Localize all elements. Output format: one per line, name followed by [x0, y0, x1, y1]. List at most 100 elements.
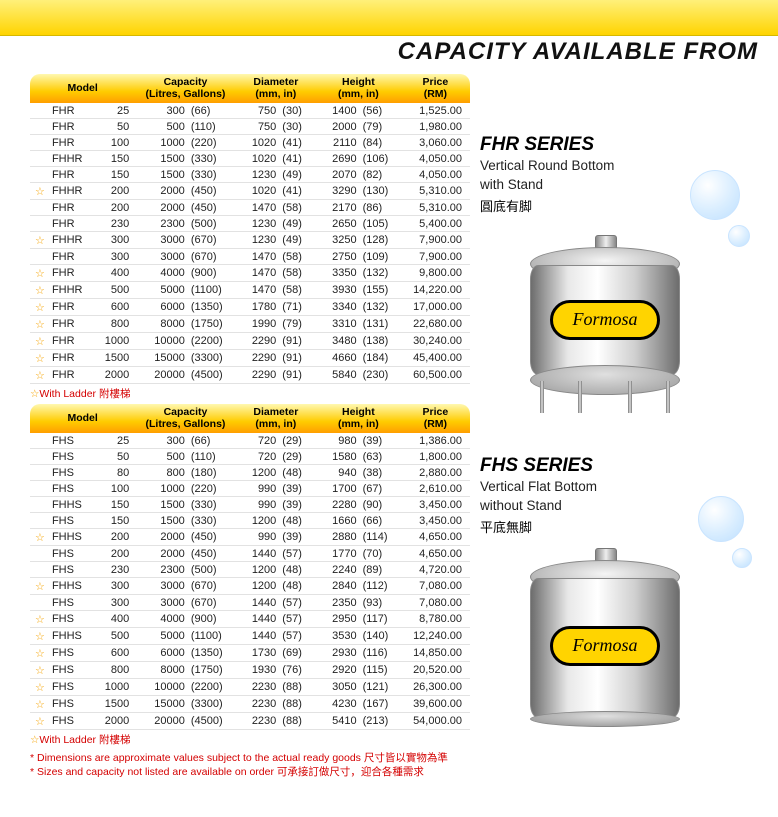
capacity-gallons: (670) — [189, 232, 236, 249]
diameter-in: (58) — [280, 265, 316, 282]
diameter-in: (49) — [280, 167, 316, 183]
height-in: (38) — [361, 465, 401, 481]
height-in: (70) — [361, 546, 401, 562]
header-capacity: Capacity(Litres, Gallons) — [135, 74, 235, 103]
model-prefix: FHR — [50, 119, 97, 135]
diameter-in: (39) — [280, 497, 316, 513]
fhr-series-block: FHR SERIES Vertical Round Bottom with St… — [480, 134, 750, 415]
capacity-litres: 20000 — [135, 713, 189, 730]
table-row: ☆FHS6006000(1350)1730(69)2930(116)14,850… — [30, 645, 470, 662]
capacity-gallons: (1350) — [189, 645, 236, 662]
height-in: (167) — [361, 696, 401, 713]
capacity-gallons: (2200) — [189, 333, 236, 350]
capacity-litres: 15000 — [135, 350, 189, 367]
header-price: Price(RM) — [401, 404, 470, 433]
table-row: ☆FHS8008000(1750)1930(76)2920(115)20,520… — [30, 662, 470, 679]
capacity-litres: 6000 — [135, 299, 189, 316]
star-icon: ☆ — [30, 611, 50, 628]
height-in: (105) — [361, 216, 401, 232]
height-in: (128) — [361, 232, 401, 249]
capacity-litres: 2300 — [135, 216, 189, 232]
diameter-in: (69) — [280, 645, 316, 662]
price-rm: 45,400.00 — [401, 350, 470, 367]
price-rm: 7,080.00 — [401, 578, 470, 595]
table-row: FHS25300(66)720(29)980(39)1,386.00 — [30, 433, 470, 449]
tables-column: Model Capacity(Litres, Gallons) Diameter… — [30, 74, 470, 780]
price-rm: 1,980.00 — [401, 119, 470, 135]
star-icon: ☆ — [30, 734, 39, 746]
star-icon — [30, 200, 50, 216]
price-rm: 9,800.00 — [401, 265, 470, 282]
star-icon — [30, 513, 50, 529]
capacity-litres: 10000 — [135, 679, 189, 696]
price-rm: 30,240.00 — [401, 333, 470, 350]
price-rm: 5,310.00 — [401, 200, 470, 216]
model-prefix: FHS — [50, 679, 97, 696]
model-number: 50 — [97, 119, 135, 135]
model-prefix: FHS — [50, 662, 97, 679]
height-mm: 1580 — [316, 449, 361, 465]
height-in: (39) — [361, 433, 401, 449]
model-number: 200 — [97, 200, 135, 216]
diameter-in: (49) — [280, 232, 316, 249]
height-in: (114) — [361, 529, 401, 546]
capacity-gallons: (2200) — [189, 679, 236, 696]
model-prefix: FHR — [50, 350, 97, 367]
model-number: 100 — [97, 135, 135, 151]
model-prefix: FHS — [50, 713, 97, 730]
diameter-mm: 1020 — [236, 183, 281, 200]
capacity-litres: 4000 — [135, 611, 189, 628]
star-icon: ☆ — [30, 578, 50, 595]
price-rm: 3,060.00 — [401, 135, 470, 151]
model-number: 1500 — [97, 696, 135, 713]
model-prefix: FHHR — [50, 232, 97, 249]
fhs-series-desc1: Vertical Flat Bottom — [480, 479, 750, 496]
model-number: 1500 — [97, 350, 135, 367]
star-icon — [30, 135, 50, 151]
table-row: FHR1501500(330)1230(49)2070(82)4,050.00 — [30, 167, 470, 183]
model-prefix: FHS — [50, 465, 97, 481]
model-number: 400 — [97, 265, 135, 282]
height-mm: 3350 — [316, 265, 361, 282]
model-number: 200 — [97, 183, 135, 200]
height-in: (109) — [361, 249, 401, 265]
price-rm: 1,386.00 — [401, 433, 470, 449]
price-rm: 4,050.00 — [401, 151, 470, 167]
diameter-in: (57) — [280, 595, 316, 611]
star-icon — [30, 497, 50, 513]
table-row: ☆FHS200020000(4500)2230(88)5410(213)54,0… — [30, 713, 470, 730]
model-prefix: FHHR — [50, 183, 97, 200]
price-rm: 8,780.00 — [401, 611, 470, 628]
height-in: (121) — [361, 679, 401, 696]
header-diameter: Diameter(mm, in) — [236, 404, 316, 433]
capacity-gallons: (3300) — [189, 696, 236, 713]
height-mm: 5410 — [316, 713, 361, 730]
table-row: FHS3003000(670)1440(57)2350(93)7,080.00 — [30, 595, 470, 611]
content-row: Model Capacity(Litres, Gallons) Diameter… — [0, 72, 778, 780]
capacity-litres: 2000 — [135, 546, 189, 562]
height-in: (93) — [361, 595, 401, 611]
diameter-mm: 2290 — [236, 333, 281, 350]
diameter-in: (71) — [280, 299, 316, 316]
table-row: ☆FHR100010000(2200)2290(91)3480(138)30,2… — [30, 333, 470, 350]
capacity-litres: 4000 — [135, 265, 189, 282]
capacity-litres: 2000 — [135, 183, 189, 200]
height-mm: 2930 — [316, 645, 361, 662]
diameter-in: (91) — [280, 333, 316, 350]
height-in: (213) — [361, 713, 401, 730]
diameter-mm: 2290 — [236, 367, 281, 384]
model-prefix: FHR — [50, 367, 97, 384]
height-mm: 2240 — [316, 562, 361, 578]
price-rm: 7,900.00 — [401, 249, 470, 265]
star-icon: ☆ — [30, 713, 50, 730]
star-icon — [30, 595, 50, 611]
table-row: ☆FHHS5005000(1100)1440(57)3530(140)12,24… — [30, 628, 470, 645]
diameter-mm: 720 — [236, 433, 281, 449]
height-in: (117) — [361, 611, 401, 628]
capacity-gallons: (330) — [189, 497, 236, 513]
model-prefix: FHR — [50, 103, 97, 119]
model-prefix: FHHS — [50, 529, 97, 546]
capacity-litres: 3000 — [135, 249, 189, 265]
diameter-in: (41) — [280, 183, 316, 200]
model-prefix: FHS — [50, 595, 97, 611]
